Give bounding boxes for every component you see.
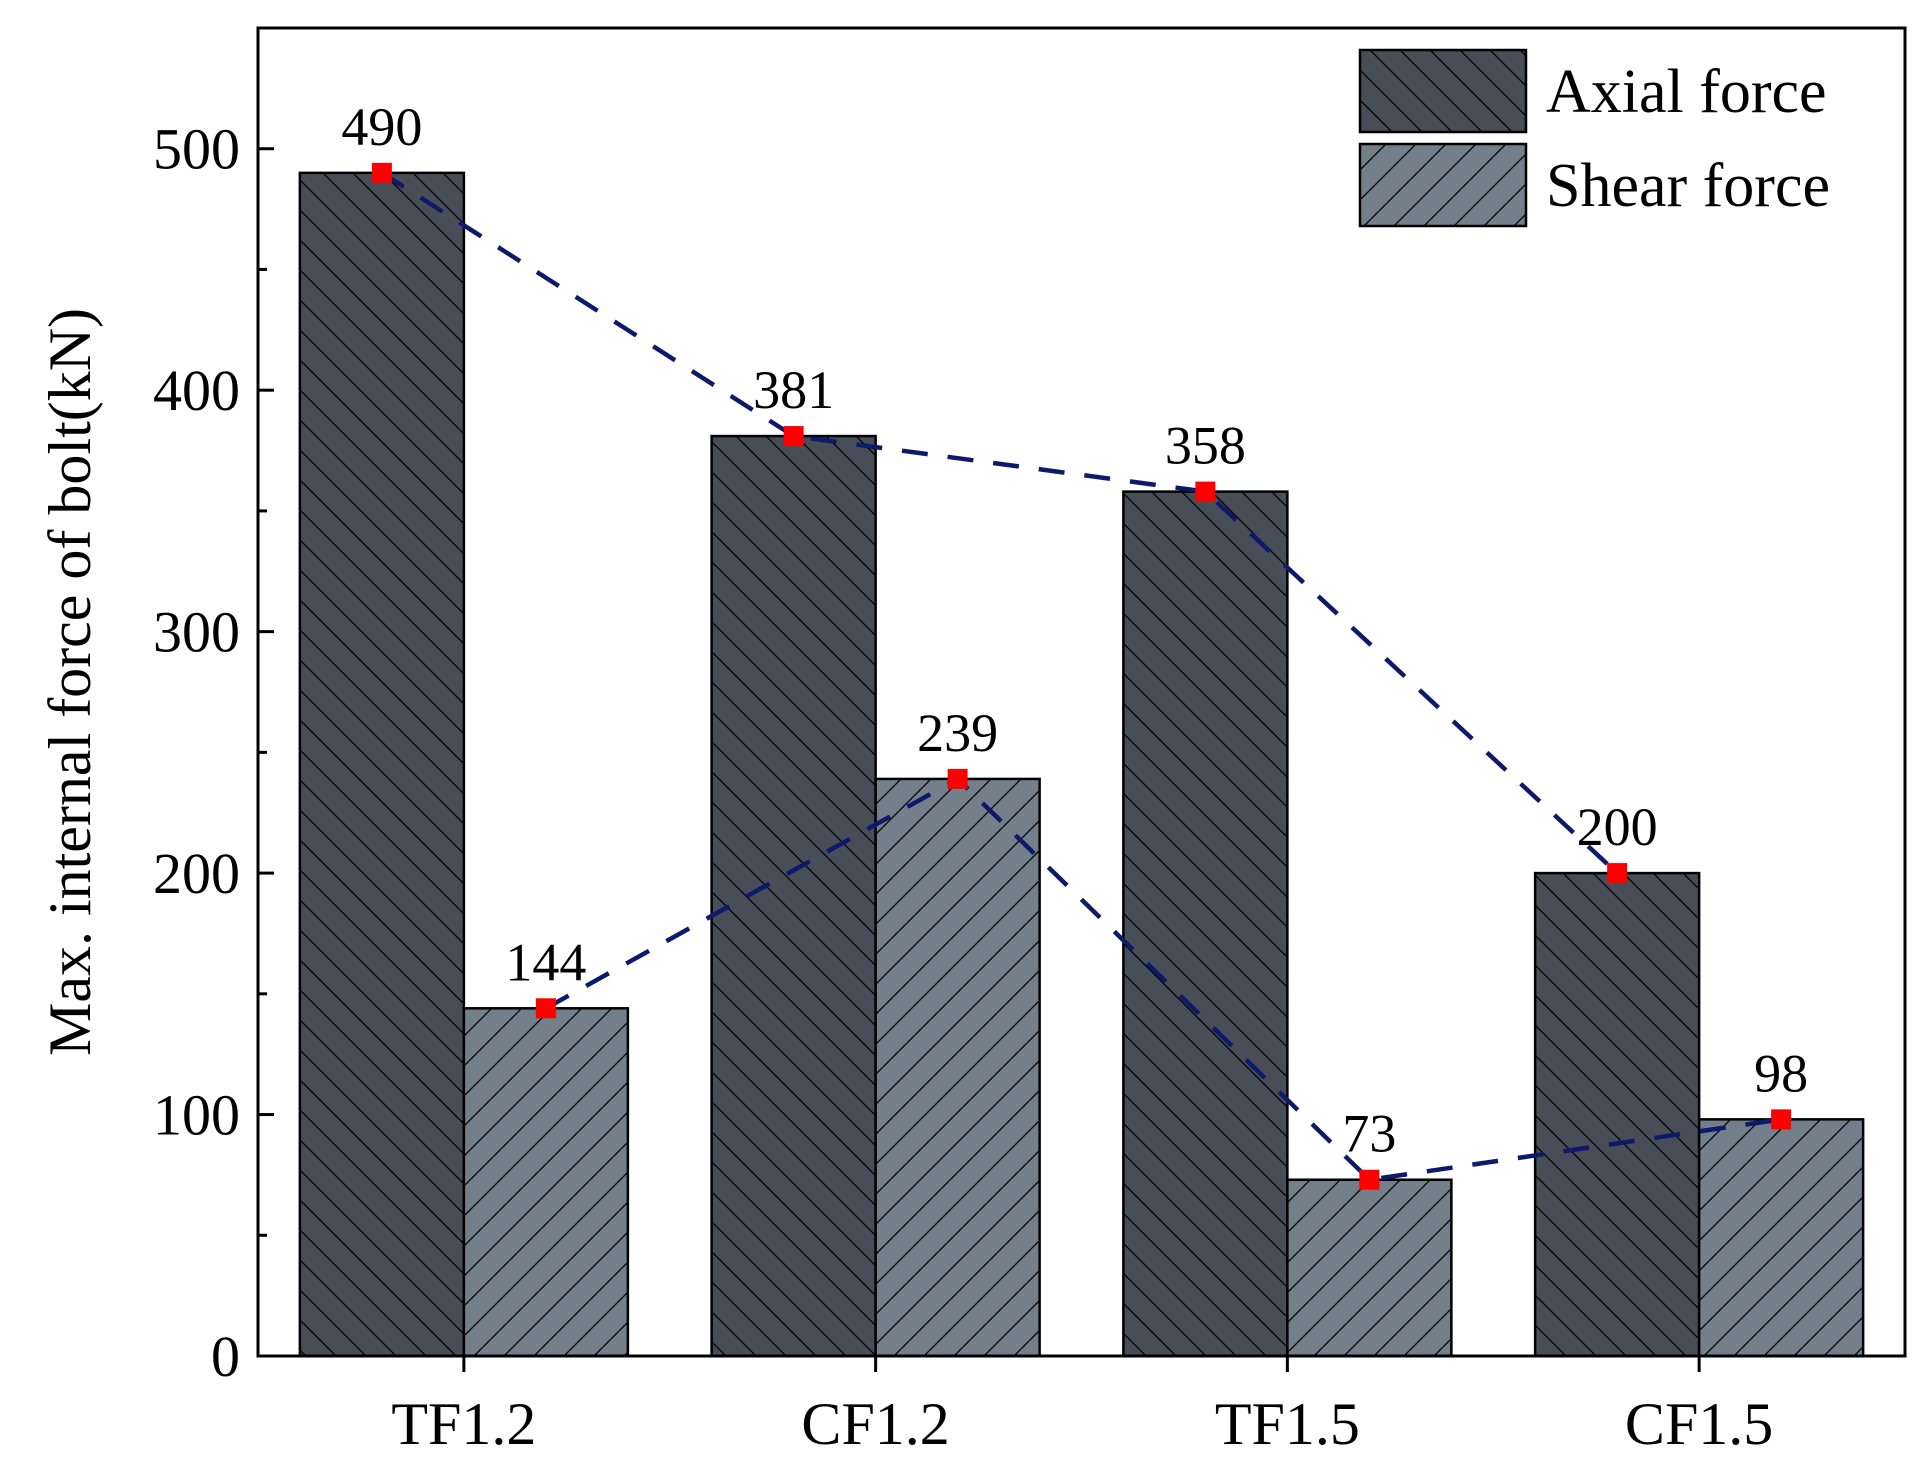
axial-bar-cf1-2-value-label: 381 bbox=[753, 360, 834, 420]
data-labels-layer: 490 381 358 200 144 239 73 98 bbox=[341, 97, 1808, 1164]
legend-shear-force-swatch bbox=[1358, 142, 1528, 228]
y-axis-title: Max. internal force of bolt(kN) bbox=[37, 308, 103, 1056]
axial-bar-tf1-2 bbox=[298, 171, 466, 1358]
shear-marker-cf1-2 bbox=[947, 768, 968, 789]
axes-layer: 0 100 200 300 400 500 TF1.2 CF1.2 TF1.5 CF1.5 Max.… bbox=[37, 26, 1907, 1457]
shear-bar-tf1-5-value-label: 73 bbox=[1342, 1104, 1396, 1164]
axial-bar-tf1-5 bbox=[1122, 490, 1289, 1358]
shear-bar-cf1-2 bbox=[874, 777, 1041, 1358]
x-label-cf1-5: CF1.5 bbox=[1625, 1391, 1773, 1457]
legend-shear-force-label: Shear force bbox=[1546, 152, 1830, 220]
shear-marker-cf1-5 bbox=[1771, 1109, 1792, 1130]
bars-layer bbox=[298, 171, 1865, 1358]
axial-bar-cf1-2 bbox=[710, 434, 877, 1358]
shear-bar-tf1-2 bbox=[462, 1007, 630, 1358]
y-tick-label-200: 200 bbox=[153, 841, 240, 906]
legend-axial-force-label: Axial force bbox=[1546, 58, 1827, 126]
shear-bar-cf1-2-value-label: 239 bbox=[917, 703, 998, 763]
axial-bar-cf1-5 bbox=[1533, 871, 1701, 1358]
shear-bar-cf1-5-value-label: 98 bbox=[1754, 1043, 1808, 1103]
x-label-tf1-2: TF1.2 bbox=[391, 1391, 536, 1457]
legend-axial-force-swatch bbox=[1358, 48, 1528, 134]
plot-frame bbox=[256, 26, 1907, 1358]
axial-marker-tf1-2 bbox=[371, 162, 392, 183]
shear-trend-line bbox=[544, 776, 1782, 1183]
shear-bar-cf1-5 bbox=[1697, 1118, 1865, 1358]
y-tick-label-500: 500 bbox=[153, 117, 240, 182]
shear-bar-tf1-5 bbox=[1286, 1178, 1453, 1358]
shear-marker-tf1-2 bbox=[535, 998, 556, 1019]
trend-lines-layer bbox=[371, 162, 1792, 1190]
axial-bar-cf1-5-value-label: 200 bbox=[1577, 797, 1658, 857]
y-tick-label-100: 100 bbox=[153, 1083, 240, 1148]
legend: Axial force Shear force bbox=[1358, 48, 1830, 228]
y-tick-label-0: 0 bbox=[211, 1324, 240, 1389]
axial-bar-tf1-5-value-label: 358 bbox=[1165, 416, 1246, 476]
x-label-tf1-5: TF1.5 bbox=[1215, 1391, 1360, 1457]
x-label-cf1-2: CF1.2 bbox=[801, 1391, 949, 1457]
axial-marker-cf1-2 bbox=[783, 426, 804, 447]
shear-marker-tf1-5 bbox=[1359, 1169, 1380, 1190]
y-tick-label-300: 300 bbox=[153, 600, 240, 665]
axial-trend-line bbox=[380, 170, 1619, 875]
axial-marker-tf1-5 bbox=[1195, 481, 1216, 502]
axial-bar-tf1-2-value-label: 490 bbox=[341, 97, 422, 157]
y-tick-label-400: 400 bbox=[153, 358, 240, 423]
shear-bar-tf1-2-value-label: 144 bbox=[505, 932, 586, 992]
axial-marker-cf1-5 bbox=[1607, 863, 1628, 884]
